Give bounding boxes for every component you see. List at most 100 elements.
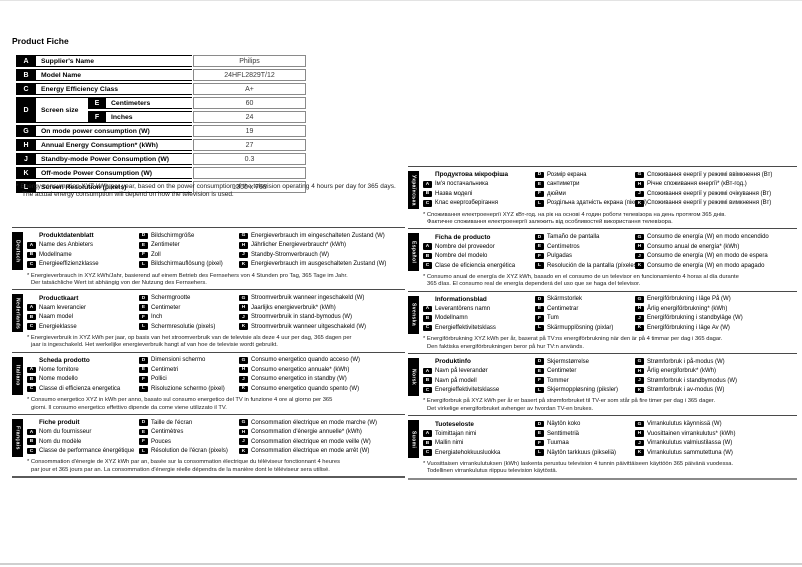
section-title: Productkaart bbox=[39, 294, 79, 302]
entry-label: Ім'я постачальника bbox=[435, 181, 489, 188]
row-label: Off-mode Power Consumption (W) bbox=[36, 167, 192, 179]
section-entry: E Senttimetriä bbox=[535, 429, 635, 439]
entry-label: Name des Anbieters bbox=[39, 242, 94, 249]
entry-label: Consumo energetico quando acceso (W) bbox=[251, 357, 361, 364]
entry-label: Zoll bbox=[151, 251, 161, 258]
entry-label: Розмір екрана bbox=[547, 171, 587, 178]
entry-key: A bbox=[423, 181, 432, 188]
section-entry: F Pouces bbox=[139, 437, 239, 447]
language-section: Italiano Scheda prodotto A Nome fornitore B N… bbox=[12, 351, 405, 414]
entry-key: L bbox=[535, 324, 544, 332]
row-key: J bbox=[16, 153, 36, 165]
entry-label: Strømforbruk i på-modus (W) bbox=[647, 358, 725, 365]
entry-key: J bbox=[635, 377, 644, 384]
entry-key: E bbox=[535, 367, 544, 375]
section-col1: Продуктова мікрофіша A Ім'я постачальника B… bbox=[423, 170, 535, 208]
entry-label: Consommation électrique en mode arrêt (W… bbox=[251, 448, 370, 455]
footnote-line: 365 días. El consumo real de energía dep… bbox=[427, 281, 641, 288]
table-row: K Off-mode Power Consumption (W) bbox=[16, 167, 306, 179]
entry-key: J bbox=[239, 313, 248, 321]
entry-key: G bbox=[239, 232, 248, 239]
section-col2: D Dimensioni schermo E Centimetri F Pollici L R… bbox=[139, 356, 239, 394]
row-value bbox=[193, 167, 306, 179]
footnote-line: * Energieverbrauch in XYZ kWh/Jahr, basi… bbox=[27, 272, 348, 279]
entry-label: Consommation électrique en mode marche (… bbox=[251, 419, 378, 426]
entry-label: Energieklasse bbox=[39, 323, 77, 330]
section-title-row: Scheda prodotto bbox=[27, 356, 139, 366]
entry-key: A bbox=[27, 304, 36, 311]
section-entry: J Consumo energetico in standby (W) bbox=[239, 375, 405, 385]
row-label: Centimeters bbox=[106, 97, 192, 109]
section-entry: H Consumo energetico annuale* (kWh) bbox=[239, 365, 405, 375]
row-value: 60 bbox=[193, 97, 306, 109]
language-section: Nederlands Productkaart A Naam leverancier B… bbox=[12, 289, 405, 351]
section-columns: Fiche produit A Nom du fournisseur B Nom du … bbox=[23, 418, 405, 456]
entry-label: Pollici bbox=[151, 376, 167, 383]
entry-key: A bbox=[423, 305, 432, 313]
entry-key: L bbox=[139, 447, 148, 455]
section-entry: K Energieverbrauch im ausgeschalteten Zus… bbox=[239, 260, 405, 270]
footnote-line: * Consommation d'énergie de XYZ kWh par … bbox=[27, 459, 341, 466]
entry-key: F bbox=[535, 377, 544, 384]
table-row: J Standby-mode Power Consumption (W) 0.3 bbox=[16, 153, 306, 165]
entry-label: Nombre del proveedor bbox=[435, 243, 495, 250]
entry-label: Strømforbruk i av-modus (W) bbox=[647, 387, 725, 394]
entry-label: Navn på modell bbox=[435, 377, 477, 384]
row-label: Inches bbox=[106, 111, 192, 123]
entry-label: Modellname bbox=[39, 251, 72, 258]
section-footnote: * Energieverbrauch in XYZ kWh/Jahr, basi… bbox=[27, 273, 405, 288]
table-row: G On mode power consumption (W) 19 bbox=[16, 125, 306, 137]
section-entry: F Tum bbox=[535, 314, 635, 324]
section-entry: G Strømforbruk i på-modus (W) bbox=[635, 357, 797, 367]
entry-key: J bbox=[635, 439, 644, 447]
section-entry: G Energiförbrukning i läge På (W) bbox=[635, 295, 797, 305]
footnote-line: Det virkelige energiforbruket avhenger a… bbox=[427, 405, 594, 412]
section-entry: B Modellnamn bbox=[423, 314, 535, 324]
section-footnote: * Energiförbrukning XYZ kWh per år, base… bbox=[423, 336, 797, 351]
row-label: Model Name bbox=[36, 69, 192, 81]
section-main: Nederlands Productkaart A Naam leverancier B… bbox=[12, 293, 405, 333]
section-title-row: Productkaart bbox=[27, 293, 139, 303]
entry-label: Energieverbrauch im ausgeschalteten Zust… bbox=[251, 261, 387, 268]
entry-label: Schermgrootte bbox=[151, 295, 191, 302]
entry-label: Pouces bbox=[151, 438, 172, 445]
section-entry: K Strømforbruk i av-modus (W) bbox=[635, 385, 797, 395]
entry-label: Skjermstørrelse bbox=[547, 358, 590, 365]
section-entry: D Розмір екрана bbox=[535, 170, 635, 180]
entry-key: A bbox=[27, 366, 36, 374]
entry-key: G bbox=[635, 171, 644, 178]
row-label: Supplier's Name bbox=[36, 55, 192, 67]
entry-label: Leverantörens namn bbox=[435, 305, 491, 312]
section-entry: G Consumo de energía (W) en modo encendid… bbox=[635, 232, 797, 242]
row-key: E bbox=[88, 97, 106, 109]
entry-key: F bbox=[535, 439, 544, 447]
section-entry: H Årlig energiförbrukning* (kWh) bbox=[635, 304, 797, 314]
section-entry: A Navn på leverandør bbox=[423, 366, 535, 376]
footnote-line: * Consumo anual de energía de XYZ kWh, b… bbox=[423, 273, 739, 280]
section-entry: L Näytön tarkkuus (pikseliä) bbox=[535, 448, 635, 458]
entry-label: Näytön koko bbox=[547, 421, 581, 427]
row-value: 19 bbox=[193, 125, 306, 137]
entry-key: K bbox=[635, 386, 644, 394]
section-entry: C Клас енергозберігання bbox=[423, 199, 535, 209]
footnote-line: giorni. Il consumo energetico effettivo … bbox=[31, 404, 227, 411]
section-entry: A Name des Anbieters bbox=[27, 241, 139, 251]
section-entry: G Споживання енергії у режимі ввімкнення … bbox=[635, 170, 797, 180]
entry-label: Centimètres bbox=[151, 429, 184, 436]
entry-key: F bbox=[535, 252, 544, 260]
entry-key: L bbox=[139, 323, 148, 330]
section-columns: Tuoteseloste A Toimittajan nimi B Mallin nim… bbox=[419, 419, 797, 457]
section-entry: B Nombre del modelo bbox=[423, 251, 535, 261]
entry-key: L bbox=[535, 386, 544, 394]
section-entry: E Centimeter bbox=[535, 366, 635, 376]
section-entry: K Consumo de energía (W) en modo apagado bbox=[635, 261, 797, 271]
section-entry: D Skärmstorlek bbox=[535, 295, 635, 305]
section-entry: C Energieffektivitetsklasse bbox=[423, 385, 535, 395]
entry-key: J bbox=[635, 315, 644, 322]
section-col1: Scheda prodotto A Nome fornitore B Nome mode… bbox=[27, 356, 139, 394]
language-tab: Nederlands bbox=[12, 294, 23, 333]
entry-label: Nombre del modelo bbox=[435, 253, 488, 260]
entry-key: K bbox=[239, 447, 248, 455]
section-col3: G Споживання енергії у режимі ввімкнення … bbox=[635, 170, 797, 208]
